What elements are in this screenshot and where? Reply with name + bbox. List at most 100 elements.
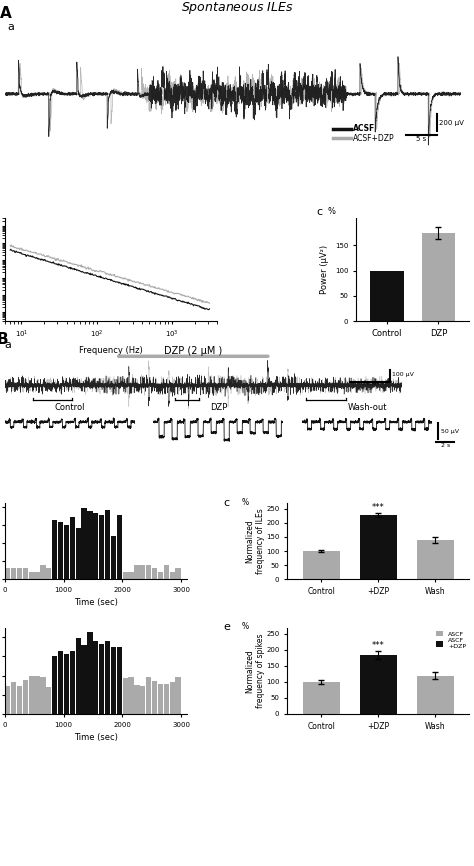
Text: 2 s: 2 s — [441, 443, 450, 448]
Bar — [52, 520, 57, 579]
Bar — [64, 654, 69, 714]
Text: c: c — [316, 208, 322, 217]
Bar — [11, 568, 16, 579]
Text: Wash-out: Wash-out — [347, 403, 387, 412]
Bar — [64, 525, 69, 579]
Bar — [99, 565, 104, 579]
Text: DZP (2 μM ): DZP (2 μM ) — [164, 346, 222, 357]
Bar — [46, 687, 52, 714]
Bar — [99, 643, 104, 714]
X-axis label: Time (sec): Time (sec) — [74, 598, 118, 607]
Bar — [64, 677, 69, 714]
Bar — [35, 676, 40, 714]
Legend: ASCF, ASCF
+DZP: ASCF, ASCF +DZP — [436, 630, 466, 650]
Bar — [123, 678, 128, 714]
Bar — [82, 645, 87, 714]
Bar — [128, 572, 134, 579]
Bar — [87, 632, 92, 714]
X-axis label: Time (sec): Time (sec) — [74, 734, 118, 742]
Bar — [75, 682, 81, 714]
Text: a: a — [5, 340, 12, 350]
Bar — [75, 568, 81, 579]
Bar — [105, 510, 110, 579]
Bar — [422, 233, 455, 321]
Y-axis label: Power (μV²): Power (μV²) — [320, 245, 329, 294]
Bar — [40, 677, 46, 714]
Bar — [370, 271, 403, 321]
Bar — [111, 647, 116, 714]
Bar — [417, 675, 454, 714]
Bar — [11, 682, 16, 714]
Bar — [70, 683, 75, 714]
Bar — [58, 686, 63, 714]
Bar — [303, 682, 340, 714]
Bar — [52, 685, 57, 714]
Text: 4 min: 4 min — [361, 381, 379, 386]
Y-axis label: Normalized
frequency of ILEs: Normalized frequency of ILEs — [245, 508, 264, 574]
Text: $\it{Spontaneous\ ILEs}$: $\it{Spontaneous\ ILEs}$ — [181, 0, 293, 16]
Bar — [117, 565, 122, 579]
Bar — [40, 565, 46, 579]
Bar — [134, 685, 140, 714]
Bar — [128, 677, 134, 714]
Bar — [140, 565, 146, 579]
Bar — [417, 540, 454, 579]
Bar — [75, 527, 81, 579]
Text: %: % — [242, 499, 249, 507]
Bar — [111, 536, 116, 579]
Bar — [28, 676, 34, 714]
Bar — [70, 517, 75, 579]
Bar — [17, 568, 22, 579]
Y-axis label: Normalized
frequency of spikes: Normalized frequency of spikes — [245, 634, 264, 708]
Bar — [105, 572, 110, 579]
Text: B: B — [0, 333, 8, 347]
Bar — [70, 568, 75, 579]
Bar — [52, 656, 57, 714]
Bar — [17, 686, 22, 714]
Bar — [158, 684, 163, 714]
X-axis label: Frequency (Hz): Frequency (Hz) — [79, 346, 143, 354]
Text: 5 s: 5 s — [416, 136, 427, 142]
Bar — [28, 572, 34, 579]
Bar — [23, 568, 28, 579]
Bar — [93, 514, 99, 579]
Bar — [117, 514, 122, 579]
Bar — [105, 682, 110, 714]
Bar — [117, 647, 122, 714]
Bar — [35, 572, 40, 579]
Bar — [93, 565, 99, 579]
Bar — [175, 568, 181, 579]
Bar — [99, 515, 104, 579]
Bar — [52, 568, 57, 579]
Bar — [82, 568, 87, 579]
Bar — [46, 568, 52, 579]
Bar — [175, 677, 181, 714]
Text: 100 μV: 100 μV — [392, 372, 413, 378]
Bar — [140, 686, 146, 714]
Bar — [93, 641, 99, 714]
Bar — [360, 655, 397, 714]
Bar — [82, 507, 87, 579]
Bar — [146, 677, 151, 714]
Bar — [360, 515, 397, 579]
Text: c: c — [223, 499, 229, 508]
Bar — [170, 572, 175, 579]
Bar — [58, 521, 63, 579]
Bar — [152, 682, 157, 714]
Bar — [58, 650, 63, 714]
Bar — [105, 641, 110, 714]
Bar — [164, 684, 169, 714]
Bar — [58, 565, 63, 579]
Bar — [134, 565, 140, 579]
Bar — [5, 686, 10, 714]
Text: a: a — [7, 22, 14, 32]
Bar — [5, 568, 10, 579]
Bar — [111, 572, 116, 579]
Bar — [87, 676, 92, 714]
Bar — [70, 651, 75, 714]
Text: %: % — [328, 208, 336, 216]
Text: ***: *** — [372, 503, 384, 513]
Bar — [87, 568, 92, 579]
Bar — [303, 551, 340, 579]
Text: %: % — [242, 623, 249, 631]
